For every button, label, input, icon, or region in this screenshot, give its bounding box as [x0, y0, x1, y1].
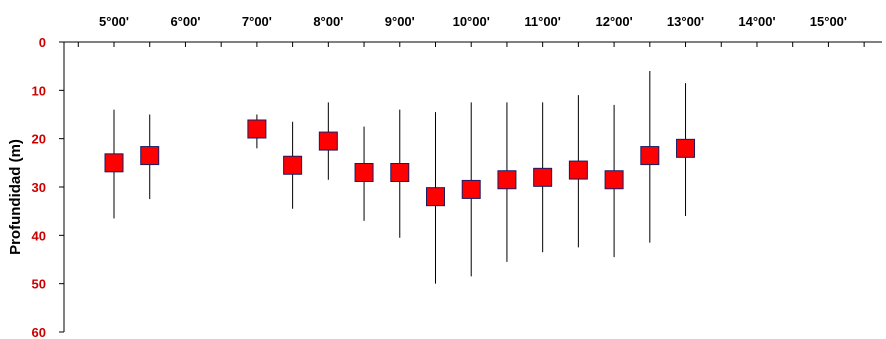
- y-tick-label: 50: [32, 277, 46, 292]
- y-tick-label: 20: [32, 132, 46, 147]
- data-point: [354, 163, 374, 182]
- data-point: [640, 146, 660, 166]
- data-point: [390, 163, 410, 182]
- axes: [59, 41, 882, 333]
- x-tick-label: 14°00': [738, 14, 775, 29]
- data-point: [247, 119, 267, 139]
- data-point: [497, 170, 517, 190]
- x-tick-label: 15°00': [810, 14, 847, 29]
- data-point: [425, 187, 445, 207]
- y-tick-label: 40: [32, 228, 46, 243]
- y-tick-label: 60: [32, 325, 46, 339]
- data-point: [676, 138, 696, 158]
- x-tick-label: 7°00': [242, 14, 272, 29]
- data-point: [283, 155, 303, 175]
- data-point: [568, 160, 588, 180]
- x-tick-label: 12°00': [595, 14, 632, 29]
- x-tick-label: 10°00': [453, 14, 490, 29]
- x-tick-label: 8°00': [313, 14, 343, 29]
- markers: [104, 119, 696, 207]
- x-tick-label: 11°00': [524, 14, 561, 29]
- y-tick-label: 10: [32, 83, 46, 98]
- data-point: [318, 131, 338, 151]
- y-tick-label: 30: [32, 180, 46, 195]
- x-tick-label: 5°00': [99, 14, 129, 29]
- x-tick-label: 13°00': [667, 14, 704, 29]
- labels: 5°00' 6°00' 7°00' 8°00' 9°00' 10°00' 11°00' 12°…: [32, 14, 847, 339]
- x-tick-label: 6°00': [170, 14, 200, 29]
- whiskers: [113, 71, 687, 284]
- y-tick-label: 0: [39, 35, 46, 50]
- data-point: [140, 146, 160, 166]
- x-tick-label: 9°00': [385, 14, 415, 29]
- data-point: [104, 153, 124, 173]
- y-axis-title: Profundidad (m): [7, 139, 24, 255]
- data-point: [461, 179, 481, 199]
- data-point: [533, 167, 553, 187]
- data-point: [604, 170, 624, 190]
